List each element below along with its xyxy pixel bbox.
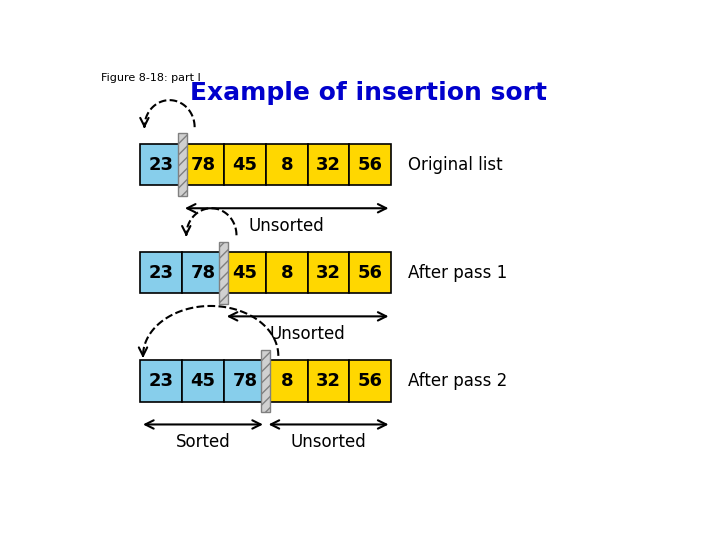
Text: 56: 56	[358, 156, 383, 173]
Text: Figure 8-18: part I: Figure 8-18: part I	[101, 73, 201, 83]
Text: Unsorted: Unsorted	[270, 325, 346, 343]
Text: 23: 23	[148, 372, 174, 390]
Text: 32: 32	[316, 264, 341, 282]
Text: After pass 1: After pass 1	[408, 264, 508, 282]
Text: Unsorted: Unsorted	[291, 433, 366, 451]
FancyBboxPatch shape	[140, 252, 182, 294]
Text: 23: 23	[148, 264, 174, 282]
Text: After pass 2: After pass 2	[408, 372, 508, 390]
Text: 56: 56	[358, 264, 383, 282]
FancyBboxPatch shape	[349, 360, 392, 402]
Text: 23: 23	[148, 156, 174, 173]
Text: 56: 56	[358, 372, 383, 390]
Text: 32: 32	[316, 156, 341, 173]
Text: 8: 8	[280, 372, 293, 390]
FancyBboxPatch shape	[182, 144, 224, 185]
Text: 32: 32	[316, 372, 341, 390]
Text: 78: 78	[190, 156, 215, 173]
FancyBboxPatch shape	[182, 360, 224, 402]
FancyBboxPatch shape	[349, 144, 392, 185]
FancyBboxPatch shape	[140, 360, 182, 402]
FancyBboxPatch shape	[266, 144, 307, 185]
Text: 78: 78	[233, 372, 258, 390]
FancyBboxPatch shape	[224, 360, 266, 402]
Text: 45: 45	[233, 156, 257, 173]
Text: Unsorted: Unsorted	[249, 217, 325, 234]
Text: Example of insertion sort: Example of insertion sort	[191, 82, 547, 105]
FancyBboxPatch shape	[224, 144, 266, 185]
Text: Original list: Original list	[408, 156, 503, 173]
FancyBboxPatch shape	[261, 349, 270, 412]
FancyBboxPatch shape	[307, 252, 349, 294]
Text: 78: 78	[190, 264, 215, 282]
Text: 8: 8	[280, 156, 293, 173]
FancyBboxPatch shape	[307, 360, 349, 402]
FancyBboxPatch shape	[307, 144, 349, 185]
FancyBboxPatch shape	[220, 241, 228, 304]
Text: 8: 8	[280, 264, 293, 282]
Text: 45: 45	[233, 264, 257, 282]
Text: Sorted: Sorted	[176, 433, 230, 451]
Text: 45: 45	[191, 372, 215, 390]
FancyBboxPatch shape	[349, 252, 392, 294]
FancyBboxPatch shape	[178, 133, 186, 196]
FancyBboxPatch shape	[140, 144, 182, 185]
FancyBboxPatch shape	[266, 252, 307, 294]
FancyBboxPatch shape	[266, 360, 307, 402]
FancyBboxPatch shape	[182, 252, 224, 294]
FancyBboxPatch shape	[224, 252, 266, 294]
